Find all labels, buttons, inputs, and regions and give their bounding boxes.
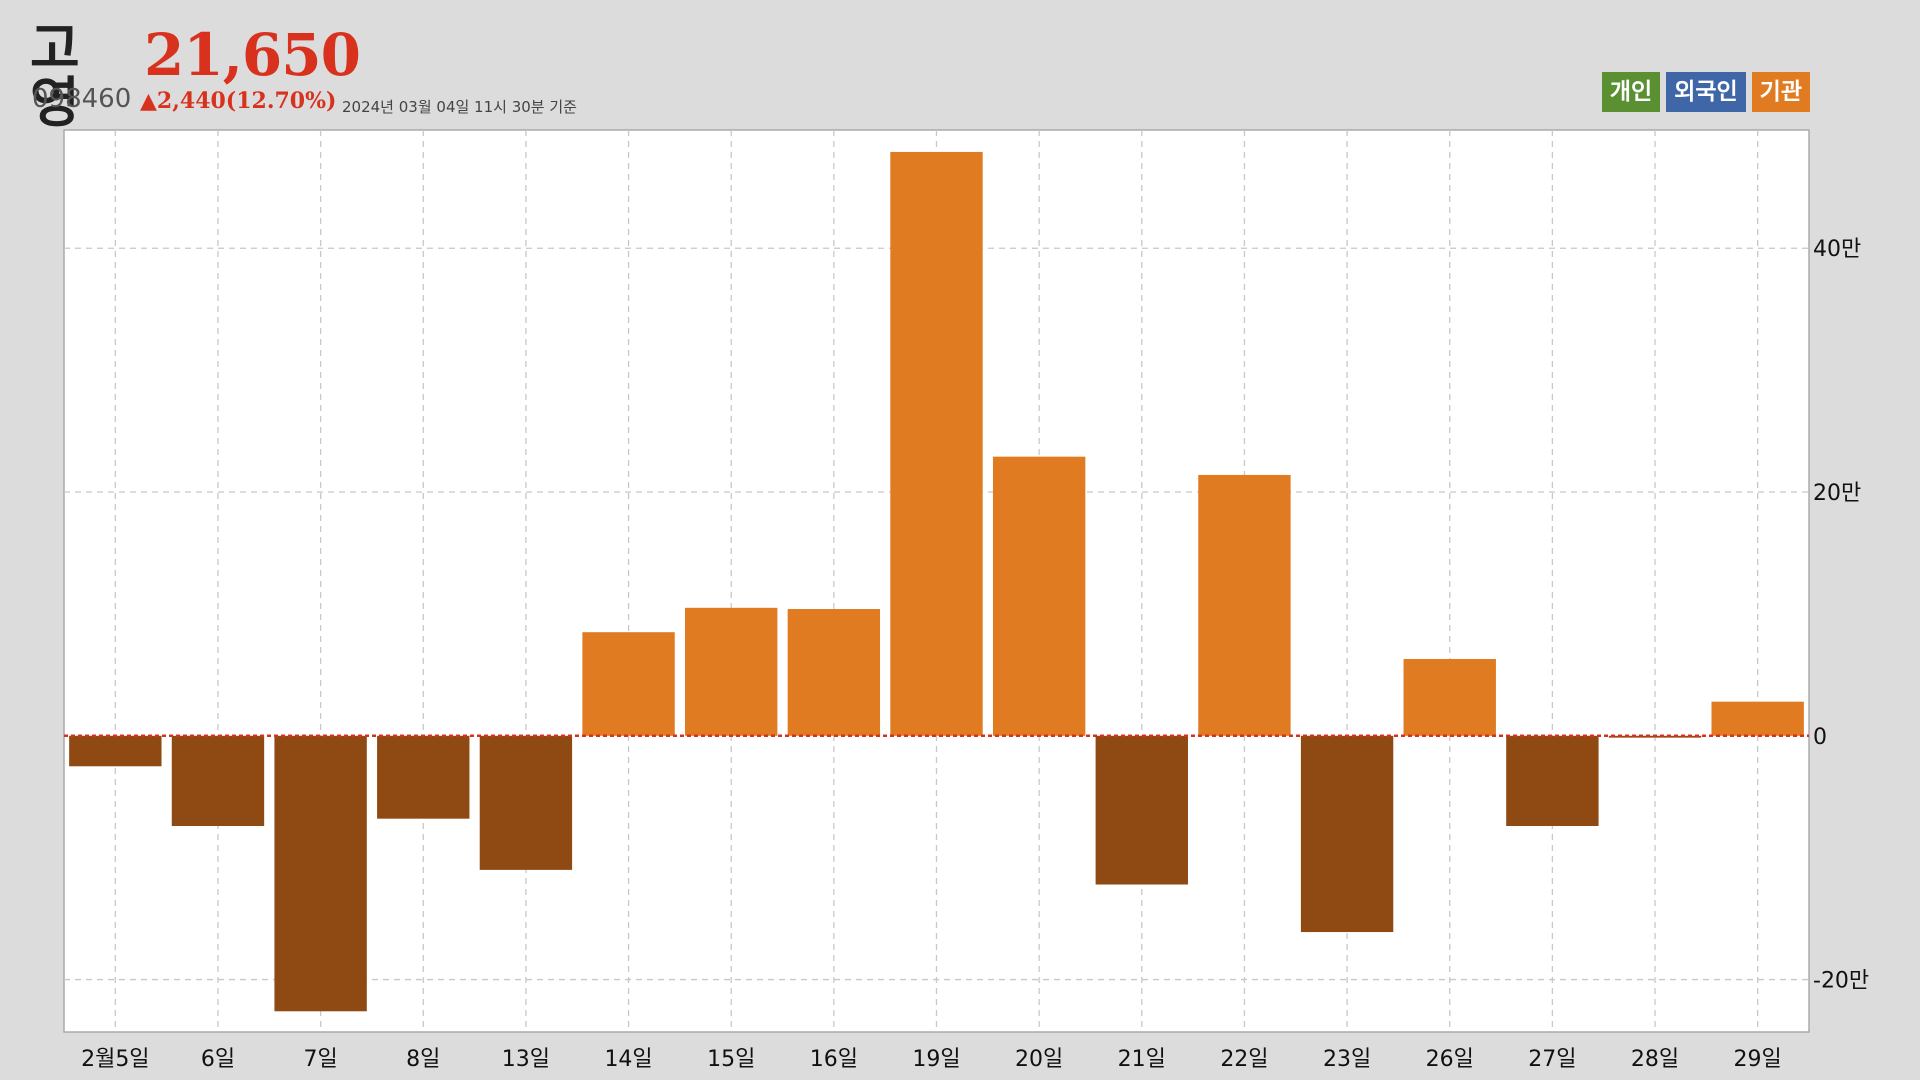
x-tick-label: 27일 bbox=[1528, 1047, 1576, 1072]
bar bbox=[479, 735, 573, 870]
legend-item-institution[interactable]: 기관 bbox=[1751, 72, 1810, 112]
timestamp: 2024년 03월 04일 11시 30분 기준 bbox=[342, 98, 577, 116]
stock-code: 098460 bbox=[32, 84, 132, 114]
bar bbox=[787, 609, 881, 736]
x-tick-label: 2월5일 bbox=[81, 1047, 149, 1072]
bar bbox=[1711, 701, 1804, 736]
stock-name: 고영 bbox=[30, 17, 80, 134]
x-tick-label: 28일 bbox=[1631, 1047, 1679, 1072]
x-tick-label: 15일 bbox=[707, 1047, 755, 1072]
bar bbox=[992, 456, 1086, 736]
bar bbox=[1198, 474, 1291, 736]
x-tick-label: 14일 bbox=[604, 1047, 652, 1072]
bar bbox=[377, 735, 470, 819]
bar bbox=[69, 735, 162, 767]
x-tick-label: 7일 bbox=[303, 1047, 337, 1072]
y-tick-label: -20만 bbox=[1813, 969, 1869, 994]
bar bbox=[685, 607, 778, 736]
x-tick-label: 21일 bbox=[1118, 1047, 1166, 1072]
y-tick-label: 40만 bbox=[1813, 237, 1861, 262]
bar bbox=[890, 151, 983, 736]
x-tick-label: 16일 bbox=[810, 1047, 858, 1072]
bar bbox=[274, 735, 367, 1012]
legend: 개인 외국인 기관 bbox=[1601, 72, 1810, 112]
x-tick-label: 20일 bbox=[1015, 1047, 1063, 1072]
x-tick-label: 19일 bbox=[912, 1047, 960, 1072]
bar bbox=[582, 632, 675, 736]
y-tick-label: 20만 bbox=[1813, 481, 1861, 506]
x-tick-label: 13일 bbox=[502, 1047, 550, 1072]
x-tick-label: 26일 bbox=[1426, 1047, 1474, 1072]
legend-item-foreign[interactable]: 외국인 bbox=[1666, 72, 1746, 112]
bar bbox=[1095, 735, 1188, 885]
x-tick-label: 6일 bbox=[201, 1047, 235, 1072]
bar bbox=[1403, 659, 1496, 736]
bar bbox=[1506, 735, 1599, 827]
x-tick-label: 22일 bbox=[1220, 1047, 1268, 1072]
bar bbox=[171, 735, 265, 827]
bar bbox=[1300, 735, 1394, 933]
legend-item-individual[interactable]: 개인 bbox=[1601, 72, 1661, 112]
x-tick-label: 23일 bbox=[1323, 1047, 1371, 1072]
price-change: ▲2,440(12.70%) bbox=[140, 88, 337, 114]
x-tick-label: 8일 bbox=[406, 1047, 440, 1072]
x-tick-label: 29일 bbox=[1734, 1047, 1782, 1072]
y-tick-label: 0 bbox=[1813, 725, 1827, 750]
stock-price: 21,650 bbox=[144, 21, 361, 89]
